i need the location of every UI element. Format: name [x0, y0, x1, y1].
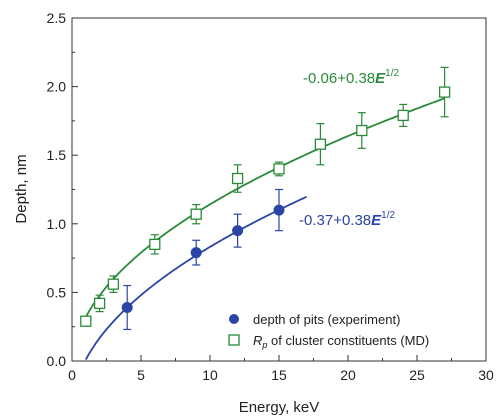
x-axis-title: Energy, keV: [239, 399, 320, 416]
experiment-point: [273, 204, 285, 216]
x-tick-label: 10: [202, 367, 218, 383]
x-tick-label: 15: [271, 367, 287, 383]
legend-label-md-prefix: R: [253, 333, 262, 348]
data-markers: [80, 86, 451, 327]
md-point: [273, 163, 285, 175]
legend-label-experiment: depth of pits (experiment): [253, 312, 400, 327]
x-tick-label: 30: [478, 367, 494, 383]
legend-label-md-suffix: of cluster constituents (MD): [267, 333, 429, 348]
y-tick-label: 2.0: [47, 79, 67, 95]
md-point: [190, 208, 202, 220]
x-ticks: 0 5 10 15 20 25 30: [68, 355, 494, 383]
experiment-point: [232, 225, 244, 237]
md-point: [149, 238, 161, 251]
md-point: [314, 138, 327, 150]
fit-label-green-exp: 1/2: [385, 68, 399, 79]
y-tick-label: 1.5: [47, 147, 67, 163]
error-bars: [95, 66, 449, 331]
y-axis-title: Depth, nm: [13, 154, 30, 223]
fit-label-green-main: -0.06+0.38: [303, 70, 375, 87]
fit-curve-green: [85, 97, 445, 318]
y-tick-label: 2.5: [47, 10, 67, 26]
legend: depth of pits (experiment) Rp of cluster…: [228, 312, 429, 350]
legend-marker-md: [228, 334, 240, 346]
md-point: [80, 315, 92, 327]
x-tick-label: 0: [68, 367, 76, 383]
legend-label-md: Rp of cluster constituents (MD): [253, 333, 429, 350]
y-tick-label: 0.0: [47, 353, 67, 369]
fit-label-blue-exp: 1/2: [381, 210, 395, 221]
fit-label-green: -0.06+0.38E1/2: [303, 68, 400, 87]
x-tick-label: 25: [409, 367, 425, 383]
experiment-point: [190, 247, 202, 259]
fit-label-blue: -0.37+0.38E1/2: [299, 210, 396, 229]
md-point: [397, 109, 409, 122]
md-point: [438, 86, 451, 98]
fit-label-blue-main: -0.37+0.38: [299, 212, 371, 229]
legend-marker-experiment: [229, 314, 239, 324]
x-tick-label: 20: [340, 367, 356, 383]
y-ticks: 0.0 0.5 1.0 1.5 2.0 2.5: [47, 10, 78, 369]
fit-label-blue-var: E: [371, 212, 382, 229]
experiment-point: [121, 301, 133, 313]
x-tick-label: 5: [137, 367, 145, 383]
md-point: [107, 278, 120, 290]
legend-label-md-sub: p: [261, 340, 267, 350]
md-point: [356, 124, 368, 137]
y-tick-label: 0.5: [47, 284, 67, 300]
md-point: [231, 172, 244, 185]
fit-label-green-var: E: [375, 70, 386, 87]
y-tick-label: 1.0: [47, 216, 67, 232]
md-point: [93, 297, 106, 310]
